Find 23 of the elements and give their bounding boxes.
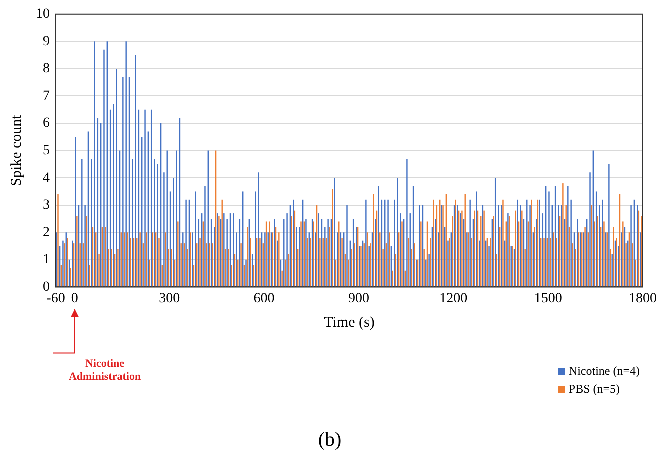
text: (b): [318, 429, 342, 451]
text: Nicotine Administration: [68, 358, 142, 384]
y-tick-label: 9: [43, 34, 50, 50]
y-tick-label: 10: [36, 7, 50, 22]
x-tick-label: 300: [159, 291, 180, 306]
legend-label: PBS (n=5): [568, 381, 620, 398]
y-tick-label: 5: [43, 143, 50, 158]
legend-label: Nicotine (n=4): [568, 363, 640, 380]
x-tick-label: 1800: [629, 291, 657, 306]
y-tick-label: 2: [43, 225, 50, 240]
x-tick-label: 1200: [440, 291, 468, 306]
y-tick-label: 8: [43, 62, 50, 77]
y-tick-label: 4: [43, 170, 50, 186]
x-tick-label: 1500: [534, 291, 562, 306]
y-axis-title: Spike count: [8, 114, 25, 186]
y-tick-label: 1: [43, 252, 50, 268]
x-tick-label: 0: [71, 291, 78, 306]
y-tick-label: 7: [43, 88, 50, 104]
x-tick-label: 600: [254, 291, 275, 306]
y-tick-label: 3: [43, 198, 50, 214]
y-tick-label: 6: [43, 116, 50, 132]
x-axis-title: Time (s): [324, 314, 375, 331]
x-tick-label: 900: [348, 291, 370, 306]
